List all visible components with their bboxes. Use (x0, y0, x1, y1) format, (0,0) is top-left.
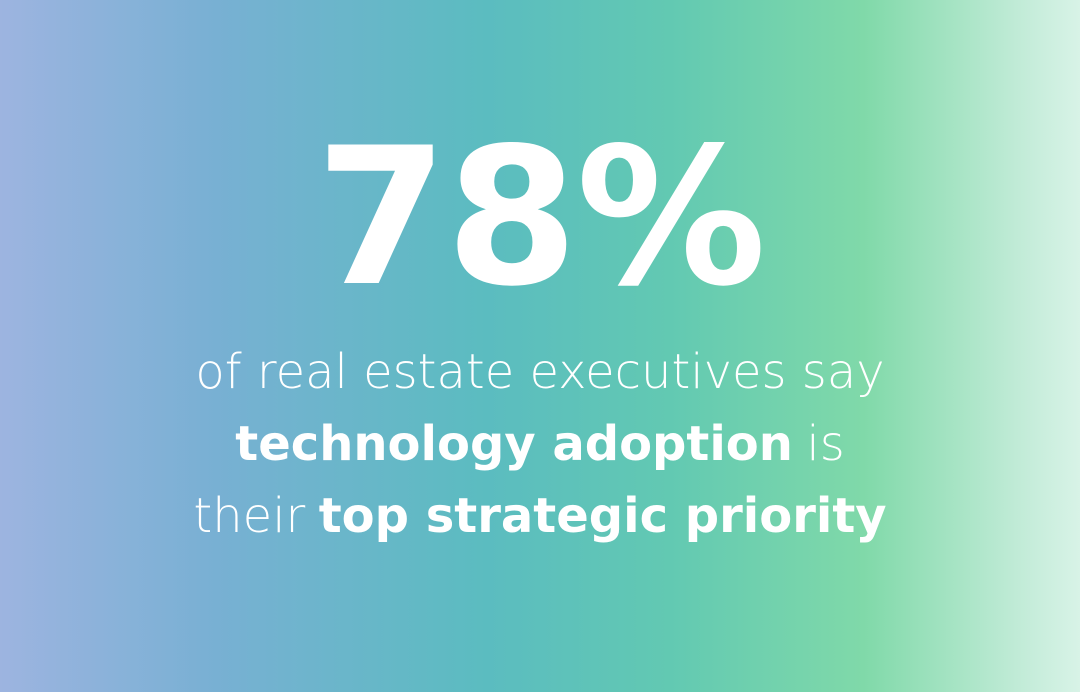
statement-emphasis: top strategic priority (318, 488, 887, 544)
statement-line: technology adoption is (0, 408, 1080, 480)
statement-text: of real estate executives say (195, 344, 885, 400)
headline-stat: 78% (315, 107, 767, 328)
statement-emphasis: technology adoption (235, 416, 793, 472)
statement: of real estate executives say technology… (0, 336, 1080, 552)
statement-text: is (806, 416, 845, 472)
statement-text: their (193, 488, 306, 544)
statement-line: of real estate executives say (0, 336, 1080, 408)
statement-line: their top strategic priority (0, 480, 1080, 552)
